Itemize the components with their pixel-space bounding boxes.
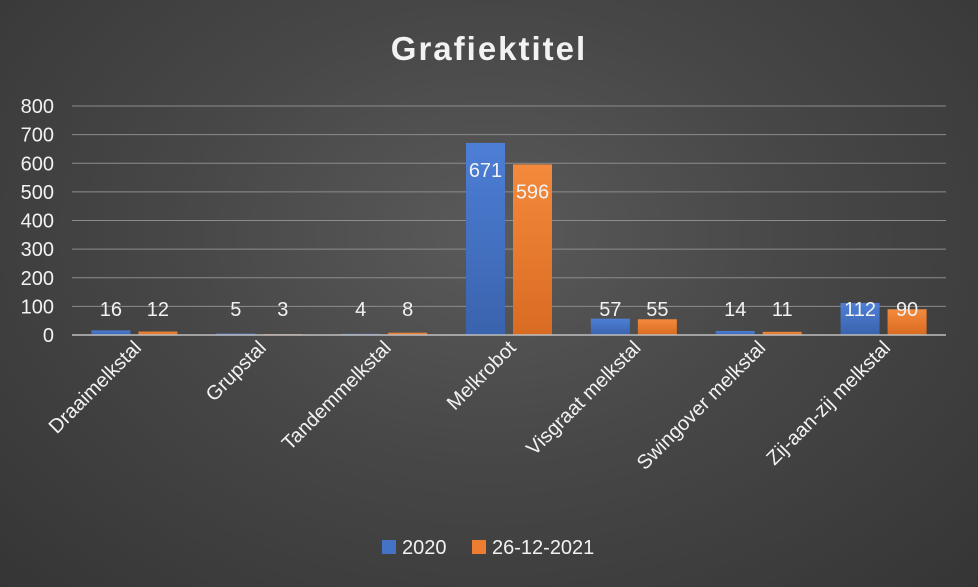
bar-series-2021 [637,319,677,335]
data-label: 11 [772,299,793,321]
y-tick-label: 200 [21,268,54,290]
x-tick-label: Tandemmelkstal [278,337,396,455]
bar-series-2021 [138,331,178,335]
data-label: 4 [355,299,366,321]
bar-series-2020 [91,330,131,335]
legend-label: 26-12-2021 [492,537,594,559]
y-tick-label: 100 [21,296,54,318]
bar-series-2020 [590,318,630,335]
x-axis: Draaimelkstal Grupstal Tandemmelkstal Melkr… [45,334,946,474]
data-label: 112 [844,299,876,321]
data-label: 8 [402,299,413,321]
bar-series-2020 [715,330,755,335]
bar-series-2020 [466,142,505,335]
y-tick-label: 500 [21,182,54,204]
data-label: 671 [469,160,502,182]
chart-title: Grafiektitel [391,30,587,67]
legend: 2020 26-12-2021 [382,537,594,559]
x-tick-label: Melkrobot [443,337,521,415]
y-tick-label: 400 [21,211,54,233]
y-axis: 0 100 200 300 400 500 600 700 800 [21,96,54,347]
bars [91,142,927,335]
y-tick-label: 600 [21,153,54,175]
data-label: 5 [230,299,241,321]
x-tick-label: Zij-aan-zij melkstal [762,337,895,470]
y-tick-label: 300 [21,239,54,261]
y-tick-label: 0 [43,325,54,347]
data-label: 57 [599,299,621,321]
legend-swatch [472,540,486,554]
bar-series-2021 [388,332,428,335]
data-label: 16 [100,299,122,321]
gridlines [72,105,946,307]
data-label: 14 [724,299,746,321]
bar-series-2020 [840,302,880,335]
x-tick-label: Grupstal [202,337,271,406]
x-tick-label: Visgraat melkstal [522,337,645,460]
data-label: 12 [147,299,169,321]
y-tick-label: 800 [21,96,54,118]
bar-series-2021 [887,309,927,335]
data-labels: 16 12 5 3 4 8 671 596 57 55 14 11 112 90 [100,160,918,321]
data-label: 3 [277,299,288,321]
bar-series-2021 [762,331,802,335]
x-tick-label: Draaimelkstal [45,337,146,438]
data-label: 90 [896,299,918,321]
x-tick-label: Swingover melkstal [633,337,770,474]
bar-series-2021 [513,164,552,335]
data-label: 55 [646,299,668,321]
data-label: 596 [516,181,549,203]
y-tick-label: 700 [21,125,54,147]
legend-label: 2020 [402,537,447,559]
legend-swatch [382,540,396,554]
